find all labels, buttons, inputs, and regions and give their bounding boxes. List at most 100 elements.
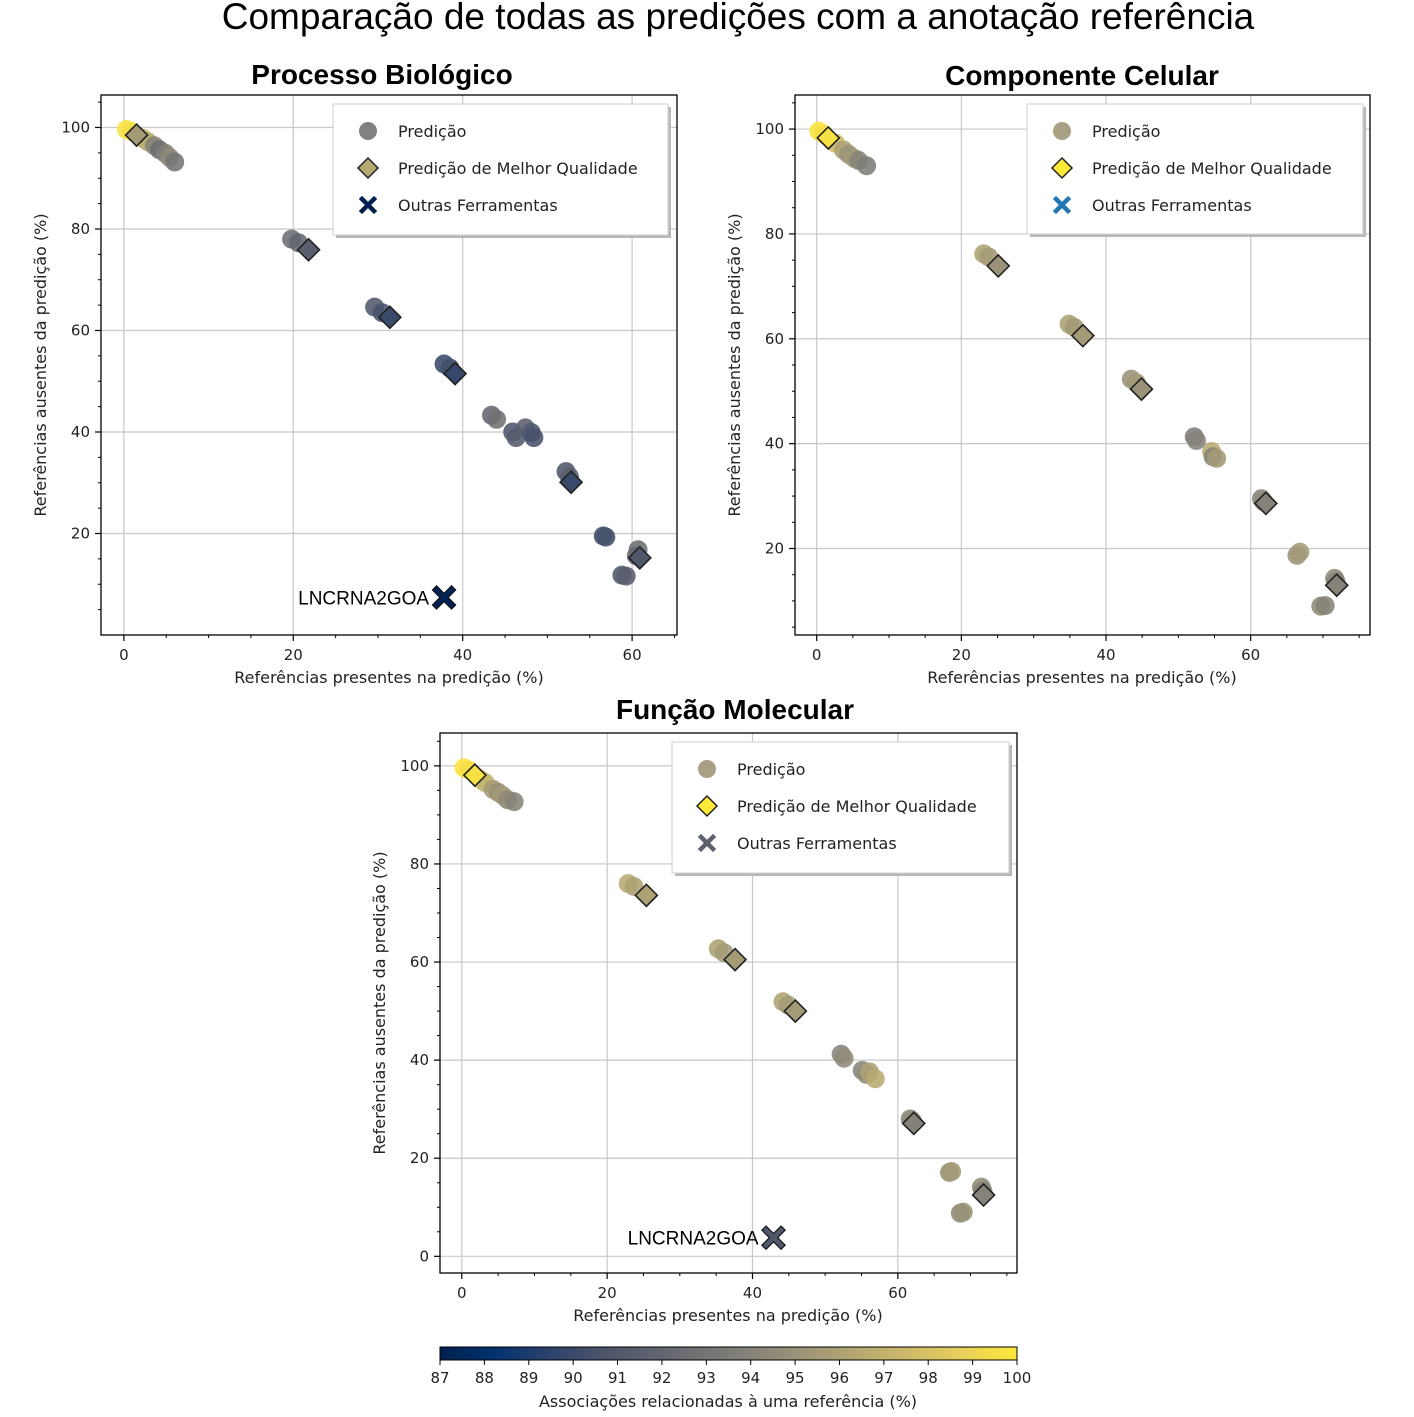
colorbar-tick-label: 89: [519, 1369, 538, 1387]
y-tick-label: 80: [71, 220, 90, 238]
best-prediction-diamond: [901, 1111, 926, 1136]
legend-x-icon: [697, 833, 717, 853]
colorbar-gradient: [439, 1346, 1018, 1361]
colorbar-tick-label: 91: [608, 1369, 627, 1387]
legend-label: Outras Ferramentas: [737, 834, 897, 853]
panel-title: Componente Celular: [945, 60, 1219, 91]
y-tick-label: 80: [765, 225, 784, 243]
y-axis-label: Referências ausentes da predição (%): [31, 213, 50, 516]
colorbar-tick-label: 98: [919, 1369, 938, 1387]
prediction-point: [1315, 596, 1335, 616]
x-tick-label: 0: [119, 646, 129, 664]
x-tick-label: 60: [1241, 646, 1260, 664]
y-tick-label: 100: [400, 757, 429, 775]
legend-label: Predição de Melhor Qualidade: [1092, 159, 1332, 178]
legend-label: Predição de Melhor Qualidade: [737, 797, 977, 816]
panel-processo-biologico: Processo Biológico LNCRNA2GOA 0 20 40 60 20 4…: [31, 59, 678, 687]
legend-label: Outras Ferramentas: [1092, 196, 1252, 215]
legend-label: Predição: [1092, 122, 1160, 141]
best-prediction-diamond: [986, 253, 1011, 279]
legend-x-icon: [1052, 195, 1072, 215]
x-tick-label: 60: [888, 1284, 907, 1302]
colorbar-tick-label: 88: [475, 1369, 494, 1387]
tool-annotation-label: LNCRNA2GOA: [628, 1229, 759, 1250]
tool-annotation-label: LNCRNA2GOA: [298, 588, 429, 609]
best-prediction-diamond: [971, 1182, 996, 1208]
y-axis-label: Referências ausentes da predição (%): [370, 851, 389, 1154]
prediction-point: [487, 409, 507, 429]
prediction-point: [616, 566, 636, 586]
panel-title: Função Molecular: [616, 694, 854, 725]
x-tick-label: 40: [453, 646, 472, 664]
colorbar-tick-label: 97: [874, 1369, 893, 1387]
panel-componente-celular: Componente Celular 0 20 40 60 20 40 60 80 100 Re…: [725, 60, 1371, 687]
best-prediction-diamond: [634, 883, 659, 908]
best-prediction-diamond: [722, 947, 748, 972]
y-tick-label: 60: [410, 953, 429, 971]
x-tick-label: 60: [623, 646, 642, 664]
colorbar-tick-label: 90: [564, 1369, 583, 1387]
best-prediction-diamond: [627, 545, 652, 570]
legend: Predição Predição de Melhor Qualidade Outr…: [332, 103, 671, 238]
legend-circle-icon: [1053, 122, 1071, 140]
colorbar-tick-label: 99: [963, 1369, 982, 1387]
x-tick-label: 0: [457, 1284, 467, 1302]
legend-box: [671, 741, 1010, 874]
x-tick-label: 20: [284, 646, 303, 664]
prediction-point: [865, 1069, 885, 1089]
x-axis-label: Referências presentes na predição (%): [573, 1306, 883, 1325]
y-tick-label: 40: [410, 1051, 429, 1069]
prediction-point: [524, 428, 544, 448]
legend-circle-icon: [698, 760, 716, 778]
y-tick-label: 40: [765, 435, 784, 453]
y-axis-label: Referências ausentes da predição (%): [725, 213, 744, 516]
colorbar-tick-label: 93: [697, 1369, 716, 1387]
colorbar-tick-label: 100: [1003, 1369, 1032, 1387]
best-prediction-diamond: [558, 470, 584, 495]
prediction-point: [942, 1161, 962, 1181]
best-prediction-diamond: [1324, 573, 1349, 598]
legend-diamond-icon: [1050, 156, 1074, 180]
y-tick-label: 60: [765, 330, 784, 348]
y-tick-label: 20: [410, 1149, 429, 1167]
x-axis-label: Referências presentes na predição (%): [927, 668, 1237, 687]
prediction-point: [596, 527, 616, 547]
best-prediction-diamond: [377, 305, 402, 330]
colorbar-tick-label: 87: [430, 1369, 449, 1387]
plot-frame: [100, 94, 678, 636]
colorbar-tick-label: 92: [652, 1369, 671, 1387]
colorbar-label: Associações relacionadas à uma referênci…: [539, 1392, 917, 1411]
prediction-point: [1186, 430, 1206, 450]
legend-label: Predição de Melhor Qualidade: [398, 159, 638, 178]
prediction-point: [834, 1048, 854, 1068]
figure-title: Comparação de todas as predições com a a…: [222, 0, 1255, 37]
prediction-point: [857, 156, 877, 176]
legend-diamond-icon: [356, 156, 380, 180]
prediction-point: [165, 152, 185, 172]
legend-label: Predição: [398, 122, 466, 141]
y-tick-label: 40: [71, 423, 90, 441]
x-tick-label: 0: [812, 646, 822, 664]
prediction-point: [504, 792, 524, 812]
plot-frame: [439, 732, 1018, 1274]
y-tick-label: 100: [61, 118, 90, 136]
legend-x-icon: [358, 195, 378, 215]
panel-title: Processo Biológico: [251, 59, 512, 90]
legend-diamond-icon: [695, 794, 719, 818]
x-tick-label: 20: [598, 1284, 617, 1302]
best-prediction-diamond: [1253, 491, 1278, 516]
legend-label: Predição: [737, 760, 805, 779]
best-prediction-diamond: [1129, 376, 1154, 402]
legend-box: [332, 103, 669, 236]
legend-circle-icon: [359, 122, 377, 140]
best-prediction-diamond: [124, 122, 149, 148]
best-prediction-diamond: [816, 125, 841, 151]
y-tick-label: 20: [765, 539, 784, 557]
colorbar-tick-label: 94: [741, 1369, 760, 1387]
legend-box: [1026, 103, 1364, 235]
prediction-point: [1290, 542, 1310, 562]
panel-funcao-molecular: Função Molecular LNCRNA2GOA 0 20 40 60 0 20 40…: [370, 694, 1018, 1325]
other-tool-marker: [761, 1225, 787, 1251]
prediction-point: [1207, 448, 1227, 468]
